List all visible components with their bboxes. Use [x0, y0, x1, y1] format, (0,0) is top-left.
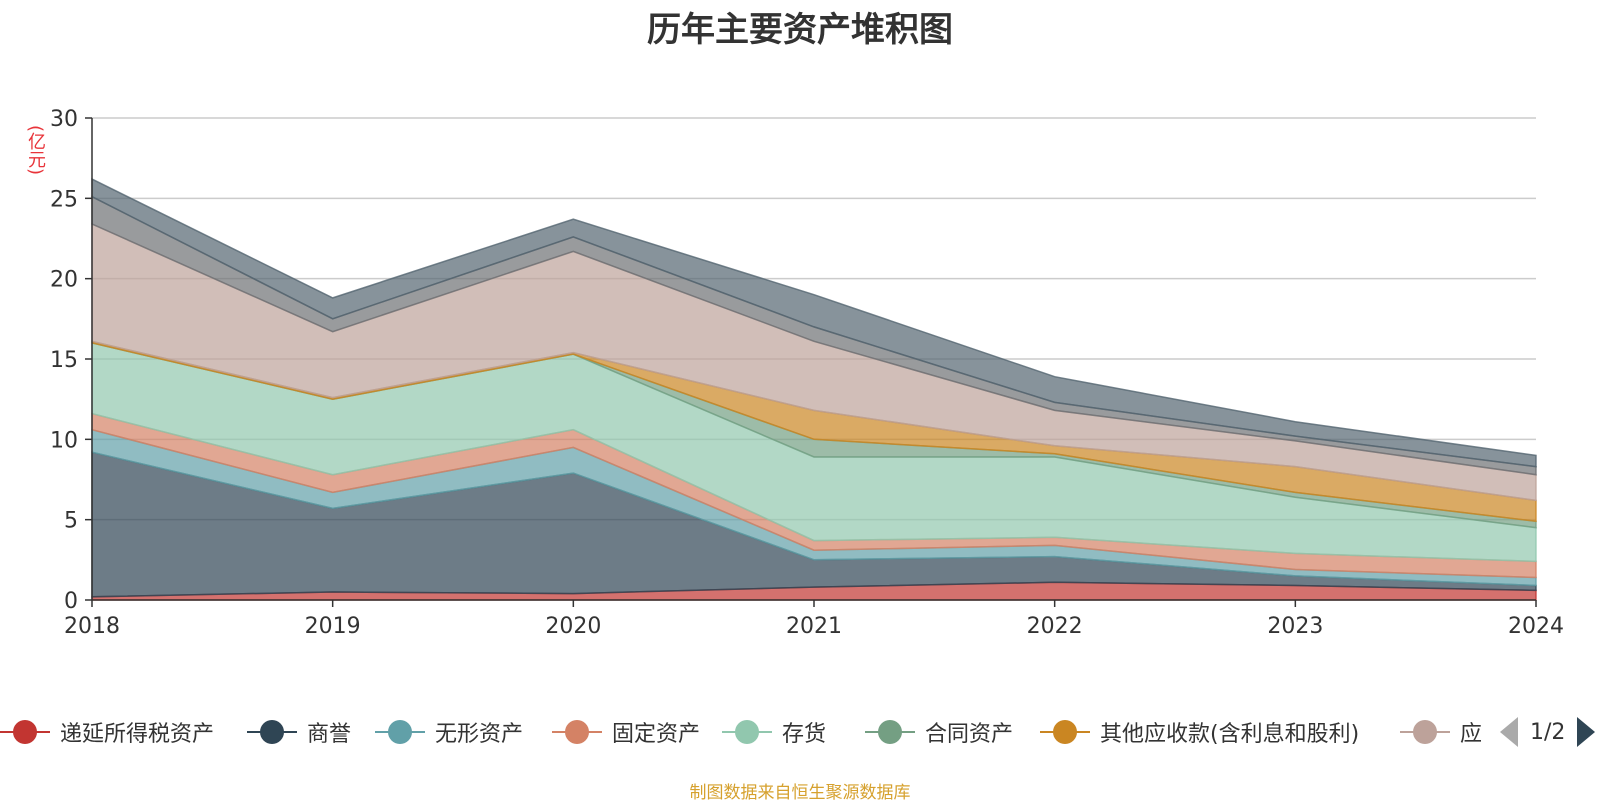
stacked-areas [91, 177, 1537, 601]
y-tick-label: 20 [50, 268, 78, 293]
legend-item-4[interactable]: 存货 [722, 712, 826, 752]
chart-title: 历年主要资产堆积图 [647, 10, 953, 50]
x-tick-label: 2018 [64, 614, 120, 639]
legend-label: 递延所得税资产 [60, 722, 215, 747]
x-tick-label: 2021 [786, 614, 842, 639]
legend-circle-icon [865, 717, 915, 747]
tick-labels: 0 5 10 15 20 25 30 2018 2019 2020 2021 2022 2023 2024 [50, 107, 1564, 639]
legend-label: 合同资产 [925, 722, 1014, 747]
y-tick-label: 10 [50, 428, 78, 453]
x-tick-label: 2023 [1267, 614, 1323, 639]
legend-label: 应 [1460, 722, 1483, 747]
legend-label: 无形资产 [435, 722, 524, 747]
x-tick-label: 2020 [545, 614, 601, 639]
legend-label: 商誉 [307, 722, 352, 747]
legend-item-3[interactable]: 固定资产 [552, 712, 700, 752]
y-tick-label: 5 [64, 509, 78, 534]
legend-circle-icon [247, 717, 297, 747]
y-tick-label: 25 [50, 187, 78, 212]
legend-circle-icon [552, 717, 602, 747]
area-series-9[interactable] [91, 177, 1537, 468]
legend-item-0[interactable]: 递延所得税资产 [0, 712, 214, 752]
legend-item-1[interactable]: 商誉 [247, 712, 351, 752]
legend: 递延所得税资产 商誉 无形资产 固定资产 存货 合同资产 其他应收款(含利息和股利) 应 1/… [0, 712, 1600, 752]
legend-circle-icon [1040, 717, 1090, 747]
legend-circle-icon [0, 717, 50, 747]
legend-circle-icon [722, 717, 772, 747]
y-axis-unit-label: (亿元) [25, 125, 46, 176]
legend-next-page-icon[interactable] [1577, 717, 1596, 747]
legend-circle-icon [1400, 717, 1450, 747]
legend-pager: 1/2 [1500, 712, 1596, 752]
legend-label: 固定资产 [612, 722, 701, 747]
legend-label: 存货 [782, 722, 827, 747]
x-tick-label: 2022 [1027, 614, 1083, 639]
legend-prev-page-icon[interactable] [1500, 717, 1518, 747]
legend-circle-icon [375, 717, 425, 747]
x-tick-label: 2019 [305, 614, 361, 639]
legend-item-5[interactable]: 合同资产 [865, 712, 1013, 752]
legend-item-2[interactable]: 无形资产 [375, 712, 523, 752]
legend-label: 其他应收款(含利息和股利) [1100, 722, 1360, 747]
x-tick-label: 2024 [1508, 614, 1564, 639]
y-tick-label: 30 [50, 107, 78, 132]
legend-item-7[interactable]: 应 [1400, 712, 1482, 752]
legend-item-6[interactable]: 其他应收款(含利息和股利) [1040, 712, 1359, 752]
source-note: 制图数据来自恒生聚源数据库 [689, 783, 911, 803]
y-tick-label: 0 [64, 589, 78, 614]
legend-page-indicator: 1/2 [1530, 719, 1566, 745]
area-chart: 0 5 10 15 20 25 30 2018 2019 2020 2021 2022 2023 2024 [50, 107, 1564, 639]
y-tick-label: 15 [50, 348, 78, 373]
